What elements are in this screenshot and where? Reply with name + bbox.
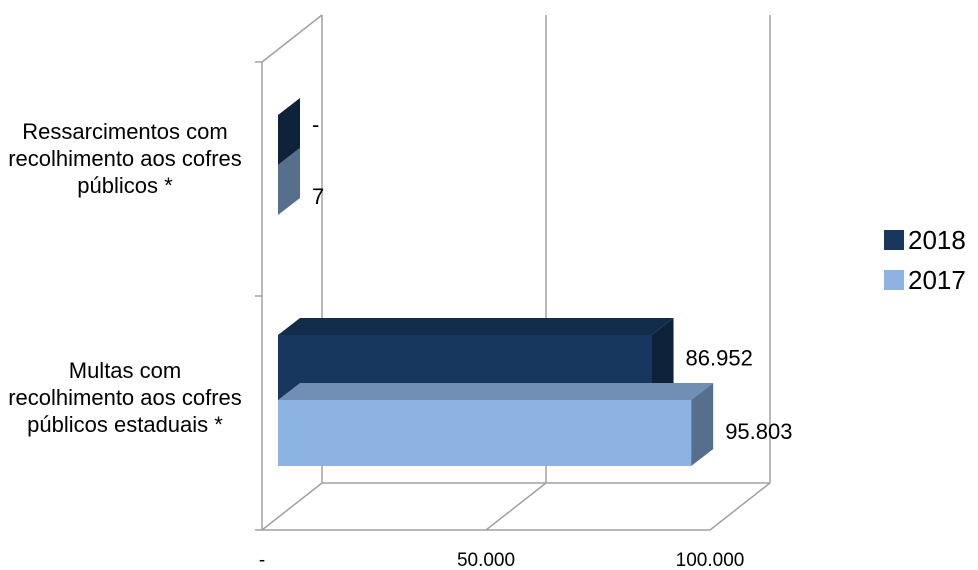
bar-2018-cat0-side bbox=[651, 318, 674, 400]
legend: 2018 2017 bbox=[884, 220, 966, 300]
legend-label-2017: 2017 bbox=[908, 264, 966, 295]
legend-label-2018: 2018 bbox=[908, 224, 966, 255]
bar-2017-cat0-top bbox=[278, 383, 714, 400]
data-label-2018-cat0: 86.952 bbox=[686, 345, 753, 370]
legend-swatch-2018 bbox=[884, 230, 904, 250]
data-label-2017-cat0: 95.803 bbox=[725, 419, 792, 444]
bar-2017-cat1-side bbox=[278, 148, 300, 215]
x-tick-label-2: 100.000 bbox=[676, 550, 745, 570]
floor-depth-left bbox=[261, 482, 323, 531]
x-tick-label-0: - bbox=[259, 550, 265, 570]
legend-swatch-2017 bbox=[884, 270, 904, 290]
data-label-2017-cat1: 7 bbox=[312, 184, 324, 209]
floor-gridline-2 bbox=[709, 482, 771, 531]
legend-item-2017: 2017 bbox=[884, 260, 966, 300]
legend-item-2018: 2018 bbox=[884, 220, 966, 260]
bar-2018-cat0-top bbox=[278, 318, 674, 335]
category-label-ressarcimentos: Ressarcimentos com recolhimento aos cofr… bbox=[8, 119, 242, 198]
floor-gridline-1 bbox=[485, 482, 547, 531]
side-wall-top bbox=[261, 14, 323, 63]
data-label-2018-cat1: - bbox=[312, 112, 319, 137]
x-tick-label-1: 50.000 bbox=[457, 550, 515, 570]
category-label-multas: Multas com recolhimento aos cofres públi… bbox=[8, 358, 242, 437]
bar-2017-cat0-side bbox=[691, 383, 714, 466]
bar-2017-cat0-front bbox=[278, 400, 692, 466]
bar-2018-cat1-side bbox=[278, 98, 300, 165]
